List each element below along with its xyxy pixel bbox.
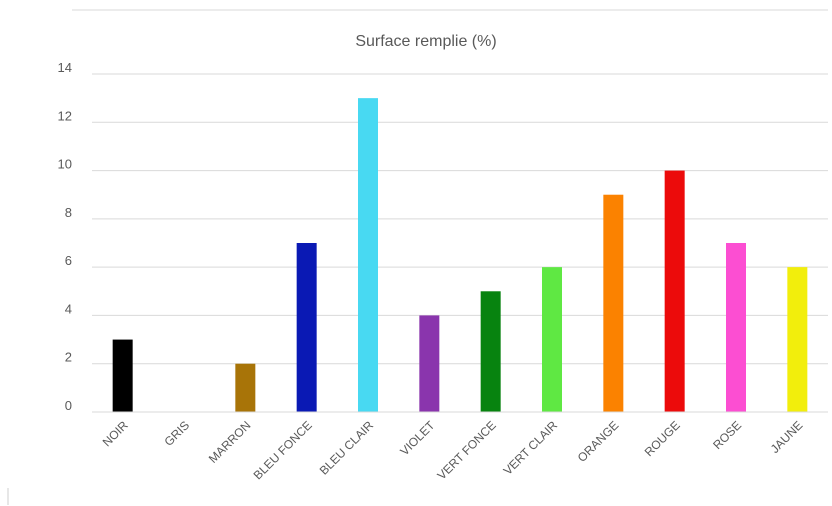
bar-bleu-fonce bbox=[296, 243, 317, 412]
y-tick-label: 12 bbox=[58, 108, 72, 123]
x-category-label: NOIR bbox=[100, 418, 131, 449]
gridlines bbox=[92, 73, 828, 365]
x-category-label: BLEU CLAIR bbox=[317, 418, 377, 478]
y-tick-label: 4 bbox=[65, 301, 72, 316]
bar-jaune bbox=[787, 267, 808, 412]
x-category-label: VIOLET bbox=[397, 418, 438, 459]
x-category-label: ROSE bbox=[710, 418, 744, 452]
bar-violet bbox=[419, 315, 440, 412]
bar-marron bbox=[235, 363, 256, 412]
chart-title: Surface remplie (%) bbox=[355, 33, 496, 50]
x-category-label: ORANGE bbox=[575, 418, 622, 465]
bar-rose bbox=[726, 243, 746, 412]
y-tick-label: 14 bbox=[58, 60, 72, 75]
x-category-label: MARRON bbox=[206, 418, 254, 466]
bar-orange bbox=[603, 194, 624, 412]
bar-noir bbox=[112, 339, 133, 412]
x-category-label: ROUGE bbox=[642, 418, 683, 459]
y-tick-label: 0 bbox=[65, 398, 72, 413]
bar-rouge bbox=[664, 170, 685, 412]
bar-vert-clair bbox=[542, 267, 562, 412]
y-tick-label: 6 bbox=[65, 253, 72, 268]
bar-vert-fonce bbox=[480, 291, 501, 412]
x-category-label: GRIS bbox=[161, 418, 192, 449]
x-category-label: VERT CLAIR bbox=[501, 418, 561, 478]
y-axis-tick-labels: 0 2 4 6 8 10 12 14 bbox=[58, 60, 72, 413]
y-tick-label: 10 bbox=[58, 157, 72, 172]
y-tick-label: 8 bbox=[65, 205, 72, 220]
bars bbox=[112, 98, 808, 413]
y-tick-label: 2 bbox=[65, 350, 72, 365]
x-category-label: BLEU FONCE bbox=[251, 418, 315, 482]
x-category-label: VERT FONCE bbox=[435, 418, 499, 482]
x-category-label: JAUNE bbox=[768, 418, 806, 456]
bar-bleu-clair bbox=[358, 98, 378, 413]
